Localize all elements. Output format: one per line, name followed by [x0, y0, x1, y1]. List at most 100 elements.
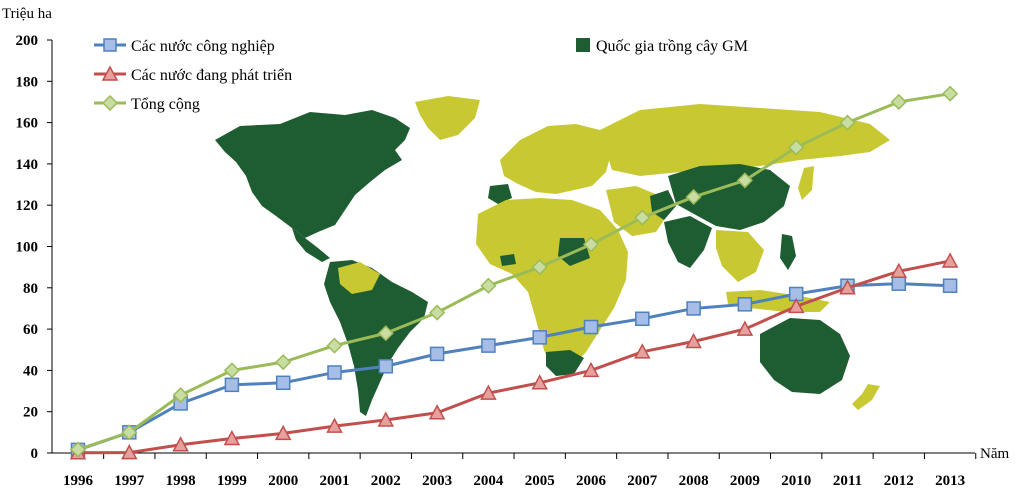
data-point — [223, 429, 241, 446]
map-philippines — [780, 234, 796, 270]
x-tick-label: 2001 — [320, 473, 350, 489]
data-point — [275, 354, 292, 371]
legend-item-map: Quốc gia trồng cây GM — [576, 38, 748, 55]
data-point — [788, 139, 805, 156]
y-tick-label: 160 — [16, 116, 39, 132]
data-point — [839, 279, 856, 295]
data-point — [326, 337, 343, 354]
data-point — [582, 236, 600, 253]
data-point — [377, 411, 395, 427]
y-tick-label: 200 — [16, 33, 39, 49]
legend-label-developing: Các nước đang phát triển — [131, 67, 292, 84]
y-ticks: 0 20 40 60 80 100 120 140 160 180 200 — [16, 33, 52, 462]
data-point — [942, 278, 958, 293]
map-australia — [760, 318, 850, 394]
x-tick-label: 1997 — [114, 473, 145, 489]
data-point — [891, 276, 907, 291]
x-tick-label: 2012 — [884, 473, 914, 489]
legend-item-total: Tổng cộng — [94, 94, 200, 113]
data-point — [224, 377, 240, 393]
x-tick-label: 2002 — [371, 473, 401, 489]
series-3 — [69, 85, 959, 458]
x-tick-label: 2005 — [525, 473, 555, 489]
data-point — [121, 424, 138, 441]
map-russia — [600, 104, 890, 176]
data-point — [890, 262, 908, 279]
y-axis-title: Triệu ha — [2, 6, 52, 22]
world-map — [215, 96, 890, 416]
data-point — [583, 319, 599, 335]
x-tick-label: 1998 — [166, 473, 196, 489]
data-point — [685, 188, 702, 206]
data-point — [172, 387, 189, 404]
series-line — [77, 92, 951, 451]
data-point — [941, 252, 959, 268]
data-point — [480, 384, 497, 400]
data-point — [326, 417, 343, 433]
data-point — [275, 375, 291, 391]
x-ticks: 1996 1997 1998 1999 2000 2001 2002 2003 2004 2005… — [63, 453, 977, 489]
data-point — [686, 301, 701, 316]
data-point — [531, 259, 548, 276]
map-japan — [798, 166, 814, 200]
data-point — [429, 346, 445, 362]
data-point — [69, 441, 87, 458]
data-point — [481, 338, 496, 353]
data-point — [787, 297, 805, 314]
data-point — [890, 93, 907, 111]
x-tick-label: 2003 — [422, 473, 452, 489]
legend-marker-industrial — [103, 38, 117, 52]
y-tick-label: 20 — [23, 405, 38, 421]
series-line — [77, 259, 951, 455]
data-point — [480, 277, 497, 294]
data-point — [634, 209, 651, 226]
map-china — [668, 164, 790, 230]
data-point — [378, 359, 394, 374]
legend-label-map: Quốc gia trồng cây GM — [596, 38, 748, 55]
legend-label-industrial: Các nước công nghiệp — [131, 38, 275, 55]
data-point — [531, 374, 548, 390]
data-point — [635, 311, 650, 327]
x-tick-label: 2010 — [781, 473, 811, 489]
x-axis-title: Năm — [980, 446, 1009, 462]
x-tick-label: 1996 — [63, 473, 94, 489]
data-point — [428, 404, 446, 420]
map-europe — [500, 124, 612, 194]
y-tick-label: 180 — [16, 74, 39, 90]
map-greenland — [415, 96, 480, 140]
map-iberia — [488, 184, 512, 204]
data-point — [223, 362, 240, 379]
x-tick-label: 2009 — [730, 473, 760, 489]
map-india — [664, 216, 712, 268]
series-2 — [69, 252, 959, 460]
series-line — [77, 282, 951, 452]
map-south-america-north — [338, 262, 380, 294]
data-point — [685, 332, 702, 349]
y-tick-label: 40 — [23, 363, 38, 379]
legend-marker-map — [576, 38, 590, 52]
x-tick-label: 1999 — [217, 473, 247, 489]
x-tick-label: 2008 — [679, 473, 709, 489]
data-point — [377, 325, 394, 342]
y-tick-label: 100 — [16, 240, 39, 256]
y-tick-label: 140 — [16, 157, 39, 173]
x-tick-label: 2011 — [833, 473, 862, 489]
legend-item-developing: Các nước đang phát triển — [94, 65, 292, 84]
map-central-america — [292, 228, 330, 262]
data-point — [737, 297, 753, 312]
data-point — [942, 85, 959, 102]
data-point — [839, 114, 856, 131]
map-north-america — [215, 110, 410, 238]
series-layer — [69, 85, 959, 460]
data-point — [736, 172, 753, 189]
data-point — [274, 424, 292, 441]
legend-label-total: Tổng cộng — [131, 96, 200, 113]
data-point — [532, 330, 547, 345]
map-south-africa — [546, 350, 584, 376]
y-tick-label: 120 — [16, 198, 39, 214]
y-tick-label: 60 — [23, 322, 38, 338]
legend-item-industrial: Các nước công nghiệp — [94, 38, 275, 55]
x-tick-label: 2013 — [935, 473, 965, 489]
y-tick-label: 0 — [31, 446, 39, 462]
